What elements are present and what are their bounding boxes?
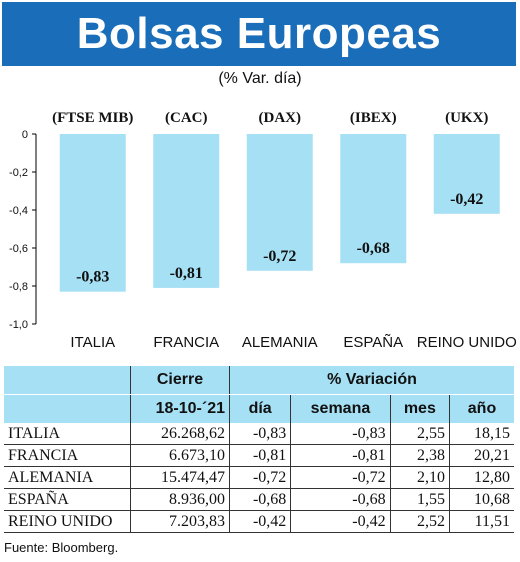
row-cierre: 7.203,83 (130, 510, 230, 533)
index-label: (FTSE MIB) (52, 110, 133, 126)
header-empty (4, 366, 131, 395)
chart-bars (59, 134, 500, 292)
value-label: -0,81 (170, 265, 203, 282)
header-variacion: % Variación (229, 366, 514, 395)
bar-chart: 0 -0,2 -0,4 -0,6 -0,8 -1,0 (FTSE MIB) (CAC) (DA… (9, 110, 517, 351)
table-row: FRANCIA 6.673,10 -0,81 -0,81 2,38 20,21 (4, 444, 514, 467)
row-ano: 10,68 (449, 488, 514, 511)
row-name: ITALIA (4, 423, 131, 445)
header-mes: mes (389, 394, 450, 423)
title-banner: Bolsas Europeas (2, 2, 516, 66)
bar-reino-unido (433, 134, 500, 214)
row-ano: 20,21 (449, 444, 514, 467)
index-label: (CAC) (165, 110, 208, 126)
category-label: FRANCIA (153, 334, 219, 351)
y-tick-label: -0,6 (9, 243, 28, 255)
table-header-top: Cierre % Variación (4, 366, 514, 395)
row-mes: 2,10 (389, 466, 450, 489)
header-semana: semana (290, 394, 391, 423)
page-title: Bolsas Europeas (76, 9, 442, 58)
row-ano: 11,51 (449, 510, 514, 533)
header-date: 18-10-´21 (130, 394, 230, 423)
row-semana: -0,81 (290, 444, 391, 467)
header-cierre: Cierre (130, 366, 230, 395)
row-semana: -0,72 (290, 466, 391, 489)
data-table: Cierre % Variación 18-10-´21 día semana … (4, 366, 514, 533)
chart-subtitle: (% Var. día) (218, 70, 302, 87)
value-label: -0,42 (450, 191, 483, 208)
y-tick-label: 0 (22, 129, 28, 141)
category-label: ESPAÑA (343, 334, 403, 351)
table-row: REINO UNIDO 7.203,83 -0,42 -0,42 2,52 11,51 (4, 510, 514, 533)
row-cierre: 26.268,62 (130, 423, 230, 445)
category-label: REINO UNIDO (417, 334, 517, 351)
bar-españa (340, 134, 407, 264)
category-label: ALEMANIA (242, 334, 318, 351)
table-body: ITALIA 26.268,62 -0,83 -0,83 2,55 18,15 FRANCI… (4, 423, 514, 533)
table-header-sub: 18-10-´21 día semana mes año (4, 394, 514, 423)
header-dia: día (228, 394, 291, 423)
row-dia: -0,42 (228, 510, 291, 533)
source-note: Fuente: Bloomberg. (4, 540, 119, 555)
index-label: (UKX) (445, 110, 488, 126)
table-row: ALEMANIA 15.474,47 -0,72 -0,72 2,10 12,80 (4, 466, 514, 489)
row-cierre: 8.936,00 (130, 488, 230, 511)
row-name: FRANCIA (4, 444, 131, 467)
row-dia: -0,83 (228, 423, 291, 445)
index-label: (DAX) (259, 110, 302, 126)
row-cierre: 15.474,47 (130, 466, 230, 489)
row-semana: -0,68 (290, 488, 391, 511)
bar-italia (59, 134, 126, 292)
row-ano: 12,80 (449, 466, 514, 489)
index-labels: (FTSE MIB) (CAC) (DAX) (IBEX) (UKX) (52, 110, 488, 126)
value-labels: -0,83 -0,81 -0,72 -0,68 -0,42 (76, 191, 483, 286)
bar-francia (153, 134, 220, 288)
table-row: ITALIA 26.268,62 -0,83 -0,83 2,55 18,15 (4, 423, 514, 445)
value-label: -0,83 (76, 269, 109, 286)
index-label: (IBEX) (350, 110, 397, 126)
header-name (4, 394, 131, 423)
y-tick-label: -0,8 (9, 281, 28, 293)
value-label: -0,68 (357, 240, 390, 257)
row-name: ALEMANIA (4, 466, 131, 489)
row-cierre: 6.673,10 (130, 444, 230, 467)
row-dia: -0,72 (228, 466, 291, 489)
value-label: -0,72 (263, 248, 296, 265)
row-mes: 1,55 (389, 488, 450, 511)
row-ano: 18,15 (449, 423, 514, 445)
row-mes: 2,52 (389, 510, 450, 533)
row-name: REINO UNIDO (4, 510, 131, 533)
category-labels: ITALIA FRANCIA ALEMANIA ESPAÑA REINO UNIDO (70, 334, 516, 351)
row-semana: -0,42 (290, 510, 391, 533)
y-tick-label: -0,4 (9, 205, 28, 217)
y-axis: 0 -0,2 -0,4 -0,6 -0,8 -1,0 (9, 129, 37, 331)
category-label: ITALIA (70, 334, 115, 351)
row-mes: 2,38 (389, 444, 450, 467)
row-dia: -0,68 (228, 488, 291, 511)
row-name: ESPAÑA (4, 488, 131, 511)
bar-alemania (246, 134, 313, 271)
row-dia: -0,81 (228, 444, 291, 467)
y-tick-label: -0,2 (9, 167, 28, 179)
row-semana: -0,83 (290, 423, 391, 445)
row-mes: 2,55 (389, 423, 450, 445)
table-row: ESPAÑA 8.936,00 -0,68 -0,68 1,55 10,68 (4, 488, 514, 511)
header-ano: año (449, 394, 514, 423)
y-tick-label: -1,0 (9, 319, 28, 331)
